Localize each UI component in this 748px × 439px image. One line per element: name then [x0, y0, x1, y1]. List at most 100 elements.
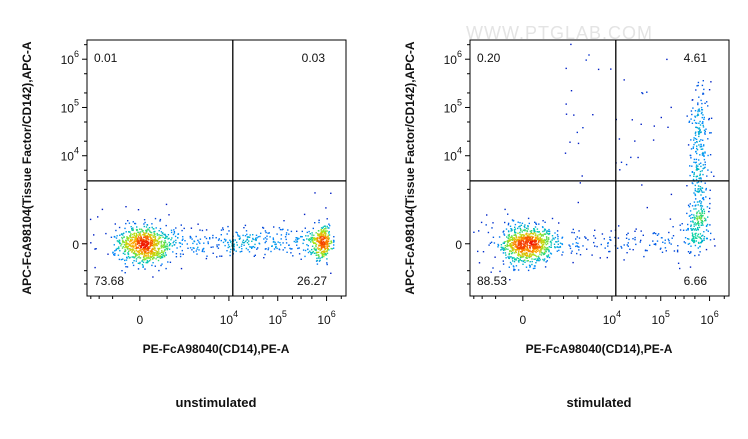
event-dot	[318, 255, 320, 258]
event-dot	[537, 243, 540, 245]
event-dot	[695, 178, 698, 181]
event-dot	[171, 237, 173, 239]
event-dot	[702, 126, 705, 128]
event-dot	[683, 241, 685, 243]
event-dot	[514, 223, 517, 226]
event-dot	[126, 237, 129, 239]
event-dot	[333, 240, 335, 242]
event-dot	[160, 242, 162, 244]
event-dot	[543, 252, 545, 255]
event-dot	[520, 238, 523, 240]
event-dot	[540, 241, 542, 243]
event-dot	[538, 241, 540, 243]
event-dot	[251, 246, 253, 248]
event-dot	[697, 221, 699, 223]
event-dot	[151, 248, 153, 251]
event-dot	[688, 238, 690, 240]
event-dot	[477, 250, 479, 253]
event-dot	[690, 139, 692, 141]
event-dot	[524, 259, 526, 261]
event-dot	[296, 244, 298, 246]
event-dot	[691, 217, 694, 219]
event-dot	[697, 188, 700, 190]
event-dot	[243, 244, 245, 246]
event-dot	[147, 261, 149, 263]
event-dot	[324, 236, 326, 238]
event-dot	[534, 239, 536, 241]
event-dot	[520, 236, 523, 239]
event-dot	[714, 245, 716, 247]
event-dot	[697, 131, 700, 133]
event-dot	[157, 248, 160, 250]
event-dot	[515, 237, 518, 239]
event-dot	[531, 251, 534, 253]
event-dot	[665, 250, 667, 252]
event-dot	[694, 142, 696, 144]
event-dot	[696, 127, 699, 129]
event-dot	[168, 214, 170, 216]
event-dot	[698, 132, 700, 134]
event-dot	[547, 249, 549, 251]
event-dot	[664, 247, 667, 249]
event-dot	[134, 253, 137, 255]
event-dot	[691, 234, 694, 237]
event-dot	[529, 253, 531, 255]
event-dot	[323, 255, 325, 258]
event-dot	[130, 248, 132, 251]
event-dot	[546, 238, 548, 241]
event-dot	[149, 245, 152, 248]
event-dot	[226, 233, 228, 235]
event-dot	[320, 243, 323, 245]
event-dot	[532, 253, 535, 256]
event-dot	[318, 251, 320, 253]
event-dot	[317, 257, 320, 259]
event-dot	[327, 236, 329, 238]
event-dot	[690, 154, 692, 157]
event-dot	[512, 239, 514, 241]
event-dot	[152, 252, 154, 254]
event-dot	[139, 261, 141, 264]
event-dot	[324, 230, 326, 232]
event-dot	[551, 235, 554, 237]
event-dot	[532, 267, 535, 270]
event-dot	[696, 219, 699, 221]
event-dot	[129, 256, 131, 259]
event-dot	[186, 243, 188, 245]
event-dot	[700, 238, 703, 240]
event-dot	[143, 243, 145, 245]
event-dot	[149, 259, 152, 261]
event-dot	[535, 246, 537, 248]
x-tick-label: 106	[317, 309, 335, 327]
event-dot	[514, 258, 516, 261]
event-dot	[702, 167, 704, 170]
event-dot	[687, 238, 689, 240]
event-dot	[522, 254, 524, 257]
event-dot	[706, 224, 708, 227]
event-dot	[646, 249, 648, 252]
event-dot	[679, 229, 682, 231]
event-dot	[165, 247, 168, 250]
event-dot	[537, 255, 540, 257]
event-dot	[144, 257, 146, 259]
event-dot	[145, 237, 148, 240]
event-dot	[333, 244, 335, 246]
event-dot	[152, 245, 154, 247]
event-dot	[490, 271, 492, 273]
event-dot	[688, 121, 690, 123]
event-dot	[508, 235, 510, 237]
event-dot	[138, 256, 140, 258]
event-dot	[572, 228, 574, 231]
event-dot	[701, 191, 703, 193]
event-dot	[324, 225, 326, 227]
event-dot	[260, 232, 262, 234]
event-dot	[531, 250, 534, 252]
event-dot	[522, 243, 524, 245]
event-dot	[245, 230, 248, 232]
event-dot	[700, 224, 702, 226]
event-dot	[621, 247, 623, 249]
event-dot	[216, 256, 218, 258]
event-dot	[128, 231, 130, 233]
event-dot	[157, 259, 160, 262]
event-dot	[518, 250, 520, 253]
event-dot	[132, 236, 135, 238]
